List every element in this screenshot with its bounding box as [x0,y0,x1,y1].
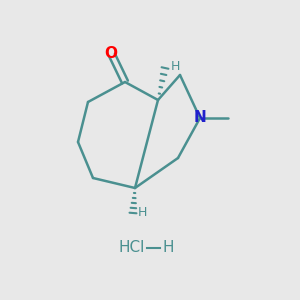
Text: H: H [138,206,147,220]
Text: H: H [171,59,180,73]
Text: HCl: HCl [118,241,145,256]
Text: N: N [194,110,206,125]
Text: H: H [162,241,173,256]
Text: O: O [104,46,118,62]
